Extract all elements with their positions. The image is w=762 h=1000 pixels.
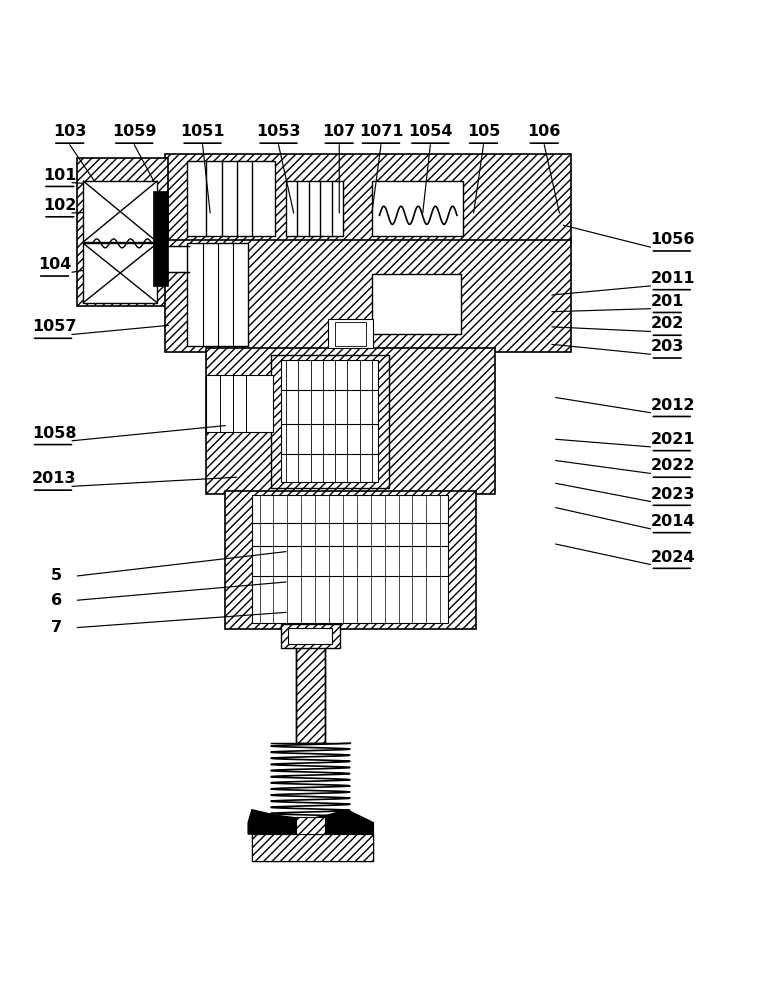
Text: 6: 6 [51,593,62,608]
Bar [296,625,325,743]
Bar [207,348,495,494]
Polygon shape [248,810,373,834]
Bar [207,375,274,432]
Text: 103: 103 [53,124,86,139]
Text: 2013: 2013 [32,471,76,486]
Bar [83,243,157,303]
Text: 5: 5 [51,568,62,583]
Text: 2014: 2014 [651,514,695,529]
Text: 1054: 1054 [408,124,453,139]
Text: 2021: 2021 [651,432,695,447]
Bar [335,322,366,346]
Text: 202: 202 [651,316,684,331]
Text: 2022: 2022 [651,458,695,473]
Bar [372,274,462,334]
Bar [83,181,157,242]
Bar [226,491,476,629]
Bar [187,243,248,346]
Text: 106: 106 [527,124,561,139]
Bar [280,360,378,482]
Text: 2024: 2024 [651,550,695,565]
Text: 102: 102 [43,198,76,213]
Bar [280,624,340,648]
Bar [153,191,168,286]
Text: 104: 104 [38,257,71,272]
Text: 2012: 2012 [651,398,695,413]
Text: 7: 7 [51,620,62,635]
Bar [372,181,463,236]
Text: 201: 201 [651,294,684,309]
Text: 107: 107 [322,124,356,139]
Bar [328,319,373,348]
Text: 1051: 1051 [181,124,225,139]
Text: 1058: 1058 [32,426,76,441]
Text: 1071: 1071 [359,124,403,139]
Bar [187,161,275,236]
Bar [271,355,389,488]
Text: 203: 203 [651,339,684,354]
Bar [296,625,325,743]
Bar [77,158,168,306]
Text: 2023: 2023 [651,487,695,502]
Polygon shape [252,834,373,861]
Text: 1057: 1057 [32,319,76,334]
Bar [165,246,189,272]
Text: 105: 105 [467,124,500,139]
Text: 1053: 1053 [256,124,301,139]
Bar [165,154,571,243]
Text: 101: 101 [43,168,76,183]
Text: 2011: 2011 [651,271,695,286]
Text: 1056: 1056 [651,232,695,247]
Bar [165,240,571,352]
Bar [252,834,373,861]
Text: 1059: 1059 [112,124,156,139]
Bar [252,495,448,623]
Bar [288,628,332,644]
Bar [286,181,343,236]
Bar [296,817,325,834]
